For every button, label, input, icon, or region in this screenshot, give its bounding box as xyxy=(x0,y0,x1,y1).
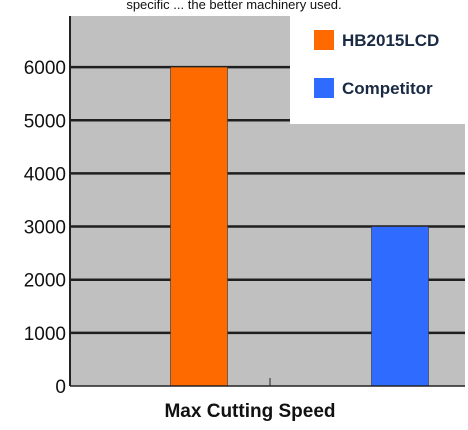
legend: HB2015LCD Competitor xyxy=(290,16,465,124)
bar-competitor xyxy=(371,226,429,387)
x-axis-label: Max Cutting Speed xyxy=(164,401,335,422)
bar-hb2015lcd xyxy=(170,66,228,387)
legend-swatch-competitor xyxy=(314,78,334,98)
legend-label-hb2015lcd: HB2015LCD xyxy=(342,31,439,50)
legend-swatch-hb2015lcd xyxy=(314,30,334,50)
legend-label-competitor: Competitor xyxy=(342,79,433,98)
y-tick-label-3000: 3000 xyxy=(24,218,66,239)
y-tick-label-4000: 4000 xyxy=(24,164,66,185)
y-axis-ticks: 0 1000 2000 3000 4000 5000 6000 xyxy=(24,58,66,398)
y-tick-label-6000: 6000 xyxy=(24,58,66,79)
bars xyxy=(170,66,429,387)
y-tick-label-0: 0 xyxy=(55,377,66,398)
cropped-caption-text: specific ... the better machinery used. xyxy=(126,0,341,12)
y-tick-label-2000: 2000 xyxy=(24,271,66,292)
y-tick-label-5000: 5000 xyxy=(24,111,66,132)
axes xyxy=(69,16,465,387)
y-tick-label-1000: 1000 xyxy=(24,324,66,345)
